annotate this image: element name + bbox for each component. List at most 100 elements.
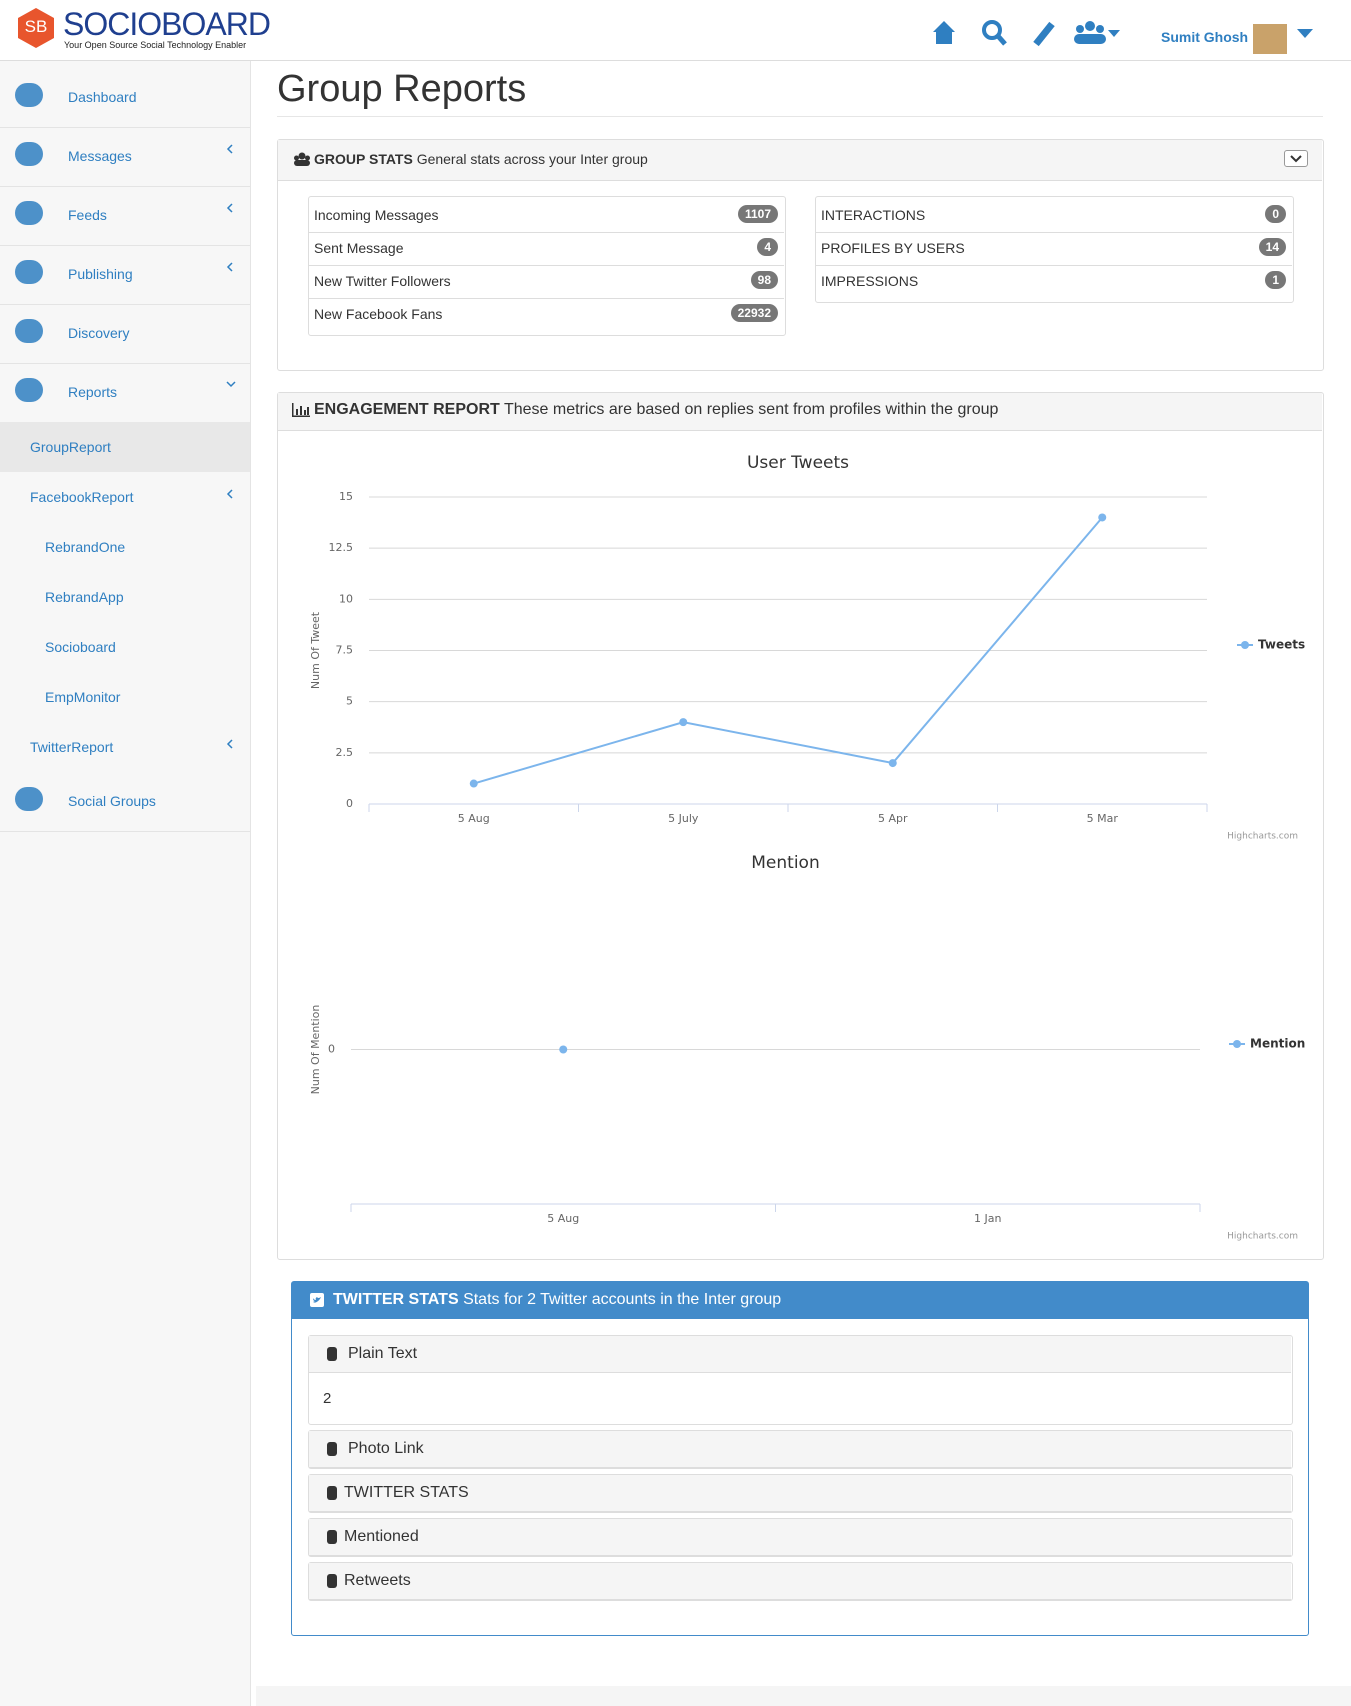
stat-label: IMPRESSIONS bbox=[821, 273, 919, 289]
row-divider bbox=[815, 232, 1292, 233]
stat-label: INTERACTIONS bbox=[821, 207, 926, 223]
section-label: Retweets bbox=[344, 1572, 411, 1589]
sidebar-item[interactable] bbox=[0, 127, 250, 187]
section-header[interactable] bbox=[309, 1431, 1291, 1468]
series-line bbox=[473, 516, 1104, 785]
sidebar-icon bbox=[15, 260, 43, 284]
sidebar-item[interactable] bbox=[0, 772, 250, 832]
sidebar-label: Publishing bbox=[68, 266, 133, 282]
twitter-header bbox=[292, 1282, 1308, 1319]
avatar[interactable] bbox=[1253, 24, 1287, 54]
sidebar-icon bbox=[15, 787, 43, 811]
section-header[interactable] bbox=[309, 1336, 1291, 1373]
section-header[interactable] bbox=[309, 1519, 1291, 1556]
section-label: TWITTER STATS bbox=[344, 1484, 469, 1501]
section-label: Plain Text bbox=[348, 1345, 418, 1362]
top-bar bbox=[0, 0, 1351, 61]
row-divider bbox=[308, 232, 784, 233]
section-box bbox=[308, 1518, 1293, 1557]
x-tick-label: 1 Jan bbox=[974, 1212, 1001, 1225]
stat-badge: 1107 bbox=[737, 205, 778, 223]
chart-credit: Highcharts.com bbox=[1227, 832, 1298, 842]
sidebar-item[interactable] bbox=[0, 421, 250, 472]
section-icon bbox=[327, 1486, 337, 1500]
x-tick-label: 5 Mar bbox=[1087, 812, 1119, 825]
row-divider bbox=[308, 298, 784, 299]
legend-label: Tweets bbox=[1258, 638, 1305, 652]
engagement-panel bbox=[277, 392, 1324, 1260]
x-tick-label: 5 Apr bbox=[878, 812, 908, 825]
nav-icons[interactable] bbox=[930, 18, 1130, 48]
sidebar-label: EmpMonitor bbox=[45, 688, 121, 705]
stat-label: Sent Message bbox=[314, 240, 404, 256]
y-tick-label: 10 bbox=[339, 592, 353, 605]
section-icon bbox=[327, 1574, 337, 1588]
section-icon bbox=[327, 1530, 337, 1544]
x-tick-label: 5 Aug bbox=[547, 1212, 579, 1225]
stats-list bbox=[308, 196, 786, 336]
data-point bbox=[559, 1045, 568, 1054]
sidebar-label: Discovery bbox=[68, 325, 130, 341]
y-tick-label: 12.5 bbox=[329, 541, 354, 554]
chart-icon bbox=[292, 403, 310, 417]
title-rule bbox=[277, 116, 1323, 117]
x-tick-label: 5 July bbox=[668, 812, 699, 825]
engagement-heading: ENGAGEMENT REPORT These metrics are base… bbox=[314, 401, 998, 419]
section-icon bbox=[327, 1442, 337, 1456]
stat-label: PROFILES BY USERS bbox=[821, 240, 965, 256]
sidebar-icon bbox=[15, 83, 43, 107]
stat-label: Incoming Messages bbox=[314, 207, 439, 223]
chart-title: Mention bbox=[751, 853, 819, 873]
row-divider bbox=[308, 265, 784, 266]
stat-badge: 98 bbox=[750, 271, 778, 289]
group-stats-title: GROUP STATS bbox=[314, 151, 413, 167]
tagline: Your Open Source Social Technology Enabl… bbox=[64, 40, 247, 50]
collapse-button[interactable] bbox=[1284, 150, 1308, 167]
y-tick-label: 5 bbox=[346, 695, 353, 708]
sidebar-item[interactable] bbox=[0, 186, 250, 246]
sidebar-icon bbox=[15, 378, 43, 402]
stats-list bbox=[815, 196, 1294, 303]
row-divider bbox=[815, 265, 1292, 266]
data-point bbox=[469, 779, 478, 788]
sidebar-icon bbox=[15, 201, 43, 225]
section-header[interactable] bbox=[309, 1475, 1291, 1512]
logo-text: SOCIOBOARD bbox=[63, 6, 271, 42]
sidebar-label: Socioboard bbox=[45, 638, 116, 655]
section-box bbox=[308, 1430, 1293, 1469]
sidebar-label: Reports bbox=[68, 384, 118, 400]
y-axis-label: Num Of Tweet bbox=[309, 611, 322, 689]
sidebar-item[interactable] bbox=[0, 672, 250, 722]
section-header[interactable] bbox=[309, 1563, 1291, 1600]
data-point bbox=[888, 759, 897, 768]
sidebar-item[interactable] bbox=[0, 572, 250, 622]
stat-badge: 0 bbox=[1265, 205, 1286, 223]
stat-badge: 1 bbox=[1265, 271, 1286, 289]
y-tick-label: 0 bbox=[346, 797, 353, 810]
stat-badge: 4 bbox=[757, 238, 778, 256]
y-tick-label: 7.5 bbox=[336, 644, 354, 657]
legend-marker bbox=[1241, 641, 1249, 649]
y-tick-label: 2.5 bbox=[336, 746, 354, 759]
footer bbox=[256, 1686, 1351, 1706]
y-tick-label: 15 bbox=[339, 490, 353, 503]
stat-badge: 14 bbox=[1258, 238, 1286, 256]
group-icon bbox=[294, 152, 310, 166]
user-caret[interactable] bbox=[1296, 28, 1314, 40]
chart-title: User Tweets bbox=[747, 453, 849, 473]
sidebar-item[interactable] bbox=[0, 68, 250, 128]
sidebar-item[interactable] bbox=[0, 622, 250, 672]
section-label: Photo Link bbox=[348, 1440, 424, 1457]
group-stats-header bbox=[278, 140, 1322, 181]
sidebar-label: Dashboard bbox=[68, 89, 137, 105]
data-point bbox=[679, 718, 688, 727]
engagement-title: ENGAGEMENT REPORT bbox=[314, 401, 500, 418]
chart-credit: Highcharts.com bbox=[1227, 1232, 1298, 1242]
section-box bbox=[308, 1335, 1293, 1425]
sidebar-item[interactable] bbox=[0, 304, 250, 364]
sidebar-item[interactable] bbox=[0, 245, 250, 305]
sidebar-label: RebrandOne bbox=[45, 538, 126, 555]
user-name[interactable]: Sumit Ghosh bbox=[1161, 29, 1249, 45]
group-stats-subtitle: General stats across your Inter group bbox=[416, 151, 648, 167]
